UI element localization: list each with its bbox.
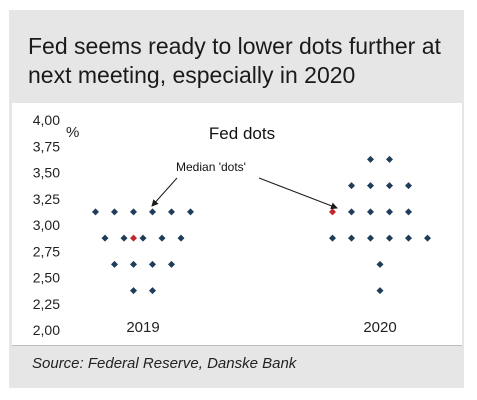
median-arrow-2019 — [151, 177, 178, 207]
fed-dot — [329, 234, 336, 242]
fed-dot — [149, 260, 156, 268]
fed-dot — [120, 234, 128, 242]
fed-dot — [376, 260, 384, 268]
dot-plot-chart: 4,00 3,75 3,50 3,25 3,00 2,75 2,50 2,25 2,00 % F… — [33, 112, 431, 338]
y-axis: 4,00 3,75 3,50 3,25 3,00 2,75 2,50 2,25 2,00 — [33, 112, 60, 338]
divider — [12, 345, 462, 346]
fed-dot — [168, 260, 175, 268]
y-tick-label: 3,50 — [33, 165, 60, 181]
y-tick-label: 3,25 — [33, 191, 60, 207]
fed-dot — [130, 287, 137, 295]
median-dot — [329, 208, 336, 216]
fed-dot — [348, 234, 355, 242]
fed-dot — [367, 208, 374, 216]
fed-dot — [386, 155, 393, 163]
fed-dot — [130, 208, 137, 216]
fed-dot — [376, 287, 384, 295]
fed-dot — [424, 234, 431, 242]
chart-plot-area: 4,00 3,75 3,50 3,25 3,00 2,75 2,50 2,25 2,00 % F… — [12, 103, 462, 345]
fed-dot — [348, 208, 355, 216]
fed-dot — [149, 208, 156, 216]
median-arrow-2020 — [258, 177, 338, 210]
fed-dot — [367, 182, 374, 190]
fed-dot — [367, 155, 374, 163]
fed-dot — [367, 234, 374, 242]
fed-dot — [149, 287, 156, 295]
median-annotation: Median 'dots' — [176, 160, 246, 174]
fed-dot — [177, 234, 185, 242]
chart-title: Fed seems ready to lower dots further at… — [28, 33, 441, 88]
fed-dot — [405, 208, 412, 216]
x-tick-label: 2019 — [126, 319, 159, 336]
fed-dot — [111, 208, 118, 216]
fed-dot — [405, 234, 412, 242]
x-tick-label: 2020 — [363, 319, 396, 336]
y-tick-label: 2,00 — [33, 322, 60, 338]
fed-dot — [139, 234, 147, 242]
x-axis: 2019 2020 — [126, 319, 396, 336]
fed-dot — [386, 234, 393, 242]
fed-dot — [158, 234, 166, 242]
fed-dot — [187, 208, 194, 216]
y-tick-label: 4,00 — [33, 112, 60, 128]
fed-dot — [168, 208, 175, 216]
fed-dot — [130, 260, 137, 268]
dots-layer — [92, 155, 431, 295]
y-tick-label: 2,25 — [33, 296, 60, 312]
y-tick-label: 3,00 — [33, 217, 60, 233]
y-tick-label: 2,75 — [33, 243, 60, 259]
fed-dot — [386, 182, 393, 190]
chart-subtitle: Fed dots — [209, 124, 275, 143]
fed-dot — [386, 208, 393, 216]
y-tick-label: 3,75 — [33, 138, 60, 154]
fed-dot — [111, 260, 118, 268]
fed-dot — [405, 182, 412, 190]
y-axis-label: % — [66, 124, 79, 141]
source-note: Source: Federal Reserve, Danske Bank — [32, 355, 297, 372]
median-dot — [130, 234, 137, 242]
y-tick-label: 2,50 — [33, 270, 60, 286]
fed-dot — [348, 182, 355, 190]
fed-dot — [101, 234, 109, 242]
fed-dot — [92, 208, 99, 216]
